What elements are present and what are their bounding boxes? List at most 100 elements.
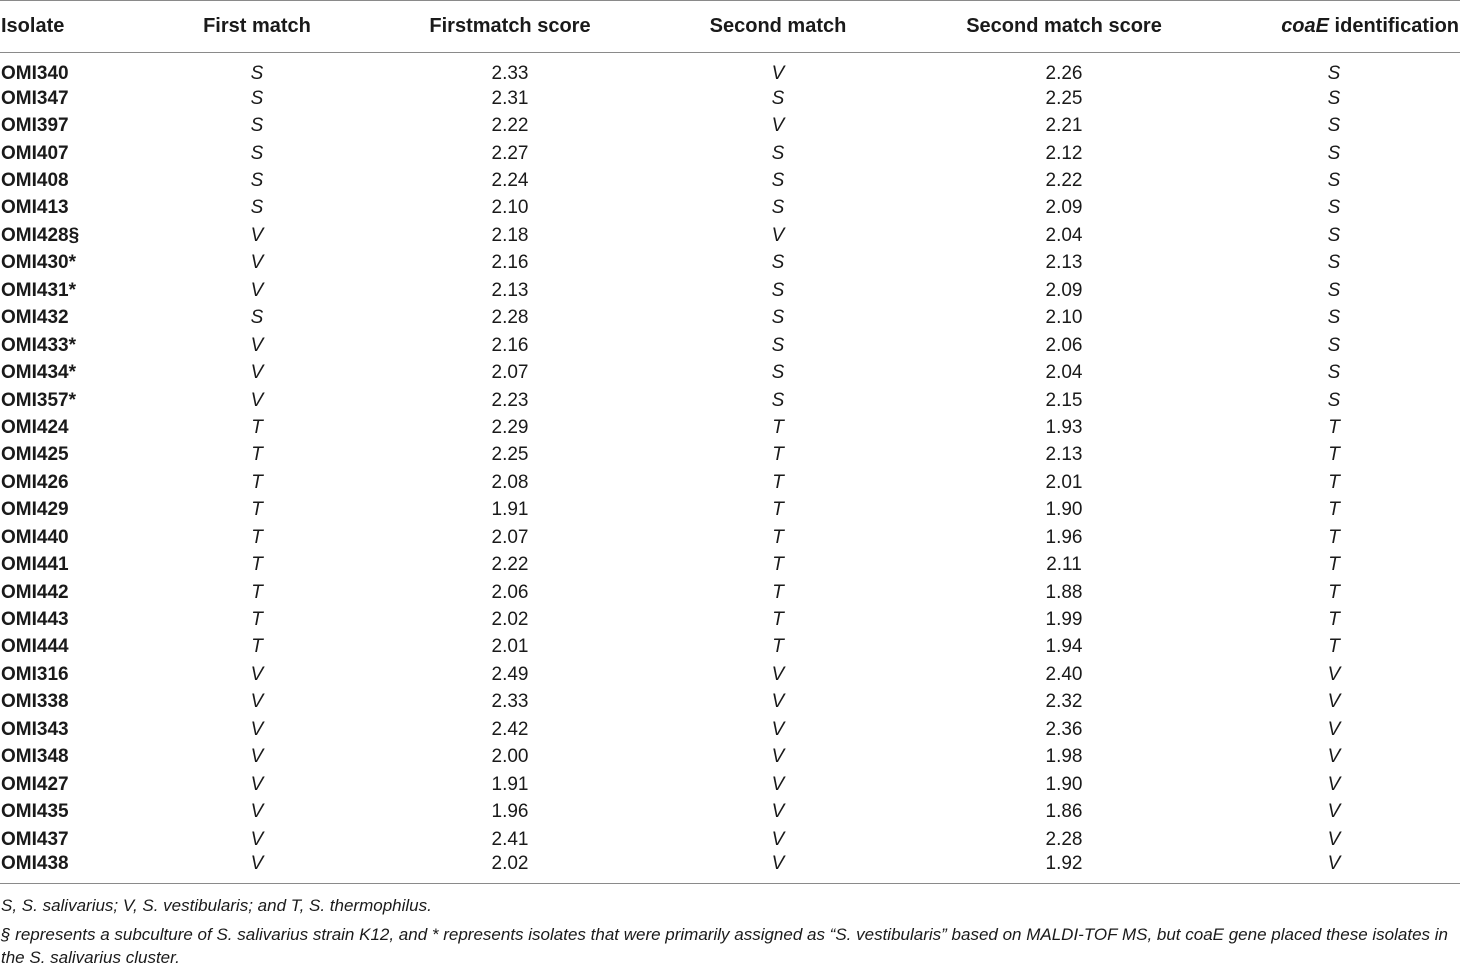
second-match-score-cell: 2.01 — [1045, 471, 1083, 493]
first-match-score-cell: 2.27 — [491, 142, 529, 164]
second-match-score-cell: 2.10 — [1045, 307, 1083, 329]
first-match-cell: S — [250, 142, 264, 164]
first-match-score-cell: 2.02 — [491, 609, 529, 631]
first-match-score-cell: 2.07 — [491, 362, 529, 384]
isolate-cell: OMI438 — [1, 853, 69, 875]
table-row: OMI435 V 1.96 V 1.86 V — [0, 798, 1460, 825]
table-row: OMI343 V 2.42 V 2.36 V — [0, 716, 1460, 743]
table-row: OMI348 V 2.00 V 1.98 V — [0, 744, 1460, 771]
table-body: OMI340 S 2.33 V 2.26 S OMI347 S 2.31 S 2.25 S OMI397… — [0, 53, 1460, 884]
table-bottom-rule — [0, 883, 1460, 885]
second-match-cell: T — [772, 636, 784, 658]
first-match-cell: S — [250, 307, 264, 329]
header-second-match: Second match — [636, 0, 920, 53]
table-row: OMI438 V 2.02 V 1.92 V — [0, 853, 1460, 883]
second-match-score-cell: 2.13 — [1045, 252, 1083, 274]
first-match-score-cell: 2.29 — [491, 416, 529, 438]
first-match-cell: V — [250, 252, 264, 274]
table-row: OMI428§ V 2.18 V 2.04 S — [0, 222, 1460, 249]
second-match-cell: V — [771, 801, 785, 823]
first-match-score-cell: 2.24 — [491, 170, 529, 192]
coae-identification-cell: S — [1327, 307, 1341, 329]
first-match-score-cell: 2.02 — [491, 853, 529, 875]
second-match-cell: S — [771, 334, 785, 356]
first-match-cell: T — [251, 471, 263, 493]
coae-identification-cell: V — [1327, 853, 1341, 875]
first-match-score-cell: 2.33 — [491, 63, 529, 84]
coae-identification-cell: V — [1327, 663, 1341, 685]
second-match-score-cell: 1.94 — [1045, 636, 1083, 658]
second-match-score-cell: 2.11 — [1046, 554, 1082, 576]
first-match-cell: V — [250, 362, 264, 384]
second-match-score-cell: 2.06 — [1045, 334, 1083, 356]
second-match-cell: S — [771, 307, 785, 329]
coae-identification-cell: S — [1327, 115, 1341, 137]
table-row: OMI443 T 2.02 T 1.99 T — [0, 606, 1460, 633]
first-match-score-cell: 2.22 — [491, 115, 529, 137]
second-match-score-cell: 1.96 — [1045, 526, 1083, 548]
first-match-cell: T — [251, 636, 263, 658]
isolate-cell: OMI408 — [1, 170, 69, 192]
second-match-score-cell: 1.98 — [1045, 746, 1083, 768]
table-row: OMI424 T 2.29 T 1.93 T — [0, 414, 1460, 441]
second-match-score-cell: 1.93 — [1045, 416, 1083, 438]
table-row: OMI340 S 2.33 V 2.26 S — [0, 53, 1460, 86]
isolate-cell: OMI425 — [1, 444, 69, 466]
isolate-cell: OMI424 — [1, 416, 69, 438]
header-first-match: First match — [130, 0, 384, 53]
table-row: OMI429 T 1.91 T 1.90 T — [0, 497, 1460, 524]
first-match-cell: T — [251, 499, 263, 521]
second-match-score-cell: 2.13 — [1045, 444, 1083, 466]
isolate-cell: OMI429 — [1, 499, 69, 521]
isolate-cell: OMI444 — [1, 636, 69, 658]
isolate-cell: OMI440 — [1, 526, 69, 548]
table-row: OMI440 T 2.07 T 1.96 T — [0, 524, 1460, 551]
second-match-cell: T — [772, 416, 784, 438]
coae-identification-cell: V — [1327, 691, 1341, 713]
first-match-score-cell: 2.28 — [491, 307, 529, 329]
table-row: OMI430* V 2.16 S 2.13 S — [0, 250, 1460, 277]
isolate-cell: OMI430* — [1, 252, 76, 274]
coae-identification-cell: S — [1327, 252, 1341, 274]
second-match-cell: T — [772, 499, 784, 521]
first-match-cell: V — [250, 279, 264, 301]
coae-identification-cell: S — [1327, 279, 1341, 301]
coae-identification-cell: V — [1327, 773, 1341, 795]
first-match-score-cell: 2.01 — [491, 636, 529, 658]
isolate-cell: OMI343 — [1, 718, 69, 740]
isolate-cell: OMI407 — [1, 142, 69, 164]
first-match-score-cell: 2.10 — [491, 197, 529, 219]
first-match-score-cell: 1.96 — [491, 801, 529, 823]
second-match-cell: S — [771, 170, 785, 192]
coae-identification-cell: S — [1327, 334, 1341, 356]
isolate-cell: OMI338 — [1, 691, 69, 713]
header-coae-identification: coaE identification — [1208, 0, 1460, 53]
second-match-score-cell: 2.26 — [1045, 63, 1083, 84]
isolate-cell: OMI433* — [1, 334, 76, 356]
first-match-cell: T — [251, 416, 263, 438]
second-match-score-cell: 2.04 — [1045, 362, 1083, 384]
table-row: OMI426 T 2.08 T 2.01 T — [0, 469, 1460, 496]
coae-identification-cell: T — [1328, 609, 1340, 631]
second-match-score-cell: 2.36 — [1045, 718, 1083, 740]
isolate-cell: OMI427 — [1, 773, 69, 795]
coae-identification-cell: T — [1328, 444, 1340, 466]
first-match-cell: V — [250, 691, 264, 713]
table-row: OMI427 V 1.91 V 1.90 V — [0, 771, 1460, 798]
first-match-score-cell: 2.08 — [491, 471, 529, 493]
first-match-score-cell: 2.22 — [491, 554, 529, 576]
header-first-match-score: Firstmatch score — [384, 0, 636, 53]
second-match-cell: V — [771, 718, 785, 740]
isolate-cell: OMI431* — [1, 279, 76, 301]
first-match-cell: V — [250, 389, 264, 411]
table-row: OMI441 T 2.22 T 2.11 T — [0, 551, 1460, 578]
second-match-score-cell: 2.12 — [1045, 142, 1083, 164]
coae-identification-cell: T — [1328, 554, 1340, 576]
second-match-cell: T — [772, 554, 784, 576]
second-match-cell: V — [771, 663, 785, 685]
first-match-score-cell: 2.00 — [491, 746, 529, 768]
first-match-cell: S — [250, 197, 264, 219]
table-row: OMI437 V 2.41 V 2.28 V — [0, 826, 1460, 853]
first-match-score-cell: 1.91 — [491, 773, 529, 795]
first-match-cell: V — [250, 773, 264, 795]
